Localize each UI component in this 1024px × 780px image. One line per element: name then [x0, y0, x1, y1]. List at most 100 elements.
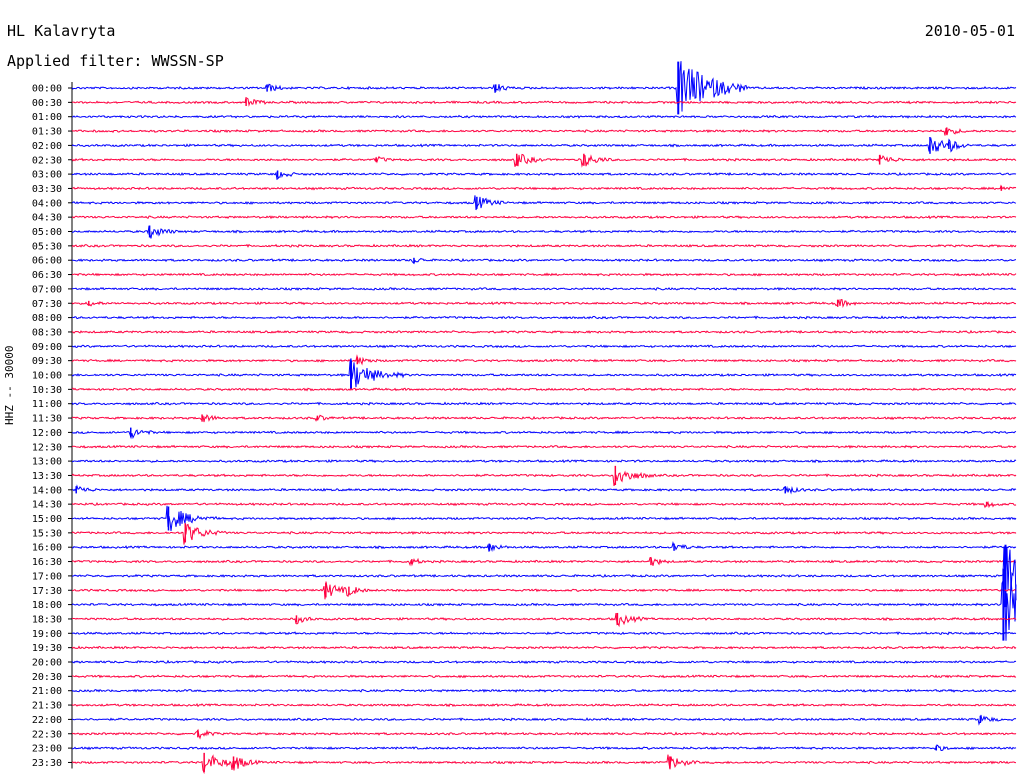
trace-0800 [71, 315, 1017, 320]
time-label: 02:00 [32, 141, 62, 152]
time-label: 12:30 [32, 442, 62, 453]
trace-0530 [71, 243, 1017, 248]
trace-0700 [71, 286, 1017, 291]
trace-2000 [71, 659, 1017, 665]
time-label: 11:00 [32, 399, 62, 410]
trace-1800 [71, 580, 1017, 641]
time-label: 03:00 [32, 170, 62, 181]
time-label: 17:00 [32, 571, 62, 582]
time-label: 21:30 [32, 701, 62, 712]
time-label: 13:30 [32, 471, 62, 482]
trace-0600 [71, 257, 1017, 265]
time-label: 21:00 [32, 686, 62, 697]
time-label: 20:30 [32, 672, 62, 683]
trace-0200 [71, 137, 1017, 153]
time-label: 04:30 [32, 213, 62, 224]
time-label: 13:00 [32, 457, 62, 468]
trace-1500 [71, 505, 1017, 532]
trace-2030 [71, 674, 1017, 679]
time-label: 06:30 [32, 270, 62, 281]
trace-1630 [71, 556, 1017, 567]
time-label: 09:00 [32, 342, 62, 353]
time-label: 01:00 [32, 112, 62, 123]
trace-2330 [71, 754, 1016, 775]
trace-1000 [71, 358, 1017, 388]
trace-1900 [71, 631, 1017, 636]
time-label: 06:00 [32, 256, 62, 267]
trace-1030 [71, 387, 1017, 392]
trace-1300 [71, 459, 1017, 464]
trace-0400 [71, 195, 1017, 211]
time-label: 11:30 [32, 414, 62, 425]
time-label: 05:00 [32, 227, 62, 238]
trace-1530 [71, 523, 1017, 545]
trace-0100 [71, 114, 1017, 119]
time-label: 22:00 [32, 715, 62, 726]
time-label: 10:30 [32, 385, 62, 396]
trace-0430 [71, 215, 1017, 220]
time-label: 18:00 [32, 600, 62, 611]
trace-1430 [71, 500, 1017, 509]
time-label: 15:30 [32, 528, 62, 539]
trace-0830 [71, 329, 1017, 334]
time-label: 23:00 [32, 744, 62, 755]
trace-2200 [71, 714, 1017, 726]
time-label: 14:00 [32, 485, 62, 496]
trace-0230 [71, 153, 1017, 168]
time-label: 02:30 [32, 155, 62, 166]
trace-0730 [71, 298, 1017, 308]
time-label: 22:30 [32, 729, 62, 740]
time-label: 20:00 [32, 658, 62, 669]
time-label: 18:30 [32, 614, 62, 625]
time-label: 09:30 [32, 356, 62, 367]
trace-1730 [71, 581, 1017, 600]
trace-1130 [71, 414, 1017, 423]
time-label: 00:30 [32, 98, 62, 109]
time-label: 01:30 [32, 127, 62, 138]
trace-0900 [71, 344, 1017, 349]
trace-1230 [71, 444, 1017, 449]
time-label: 00:00 [32, 84, 62, 95]
time-label: 04:00 [32, 198, 62, 209]
time-label: 17:30 [32, 586, 62, 597]
trace-2230 [71, 728, 1017, 740]
trace-1930 [71, 645, 1017, 650]
trace-2130 [71, 703, 1017, 708]
time-label: 19:30 [32, 643, 62, 654]
trace-1600 [71, 541, 1017, 552]
trace-1830 [71, 613, 1017, 628]
trace-2300 [71, 744, 1017, 752]
trace-0500 [72, 225, 1017, 239]
time-label: 08:00 [32, 313, 62, 324]
trace-1700 [71, 546, 1017, 601]
time-label: 07:00 [32, 284, 62, 295]
trace-0300 [71, 171, 1017, 181]
time-label: 15:00 [32, 514, 62, 525]
trace-0630 [71, 272, 1017, 277]
time-label: 16:30 [32, 557, 62, 568]
trace-1330 [71, 470, 1017, 487]
time-label: 16:00 [32, 543, 62, 554]
time-label: 14:30 [32, 500, 62, 511]
trace-0330 [71, 184, 1017, 191]
filter-label: Applied filter: WWSSN-SP [7, 52, 224, 70]
time-label: 03:30 [32, 184, 62, 195]
time-label: 12:00 [32, 428, 62, 439]
trace-1400 [71, 484, 1017, 495]
trace-1100 [71, 401, 1017, 406]
time-label: 19:00 [32, 629, 62, 640]
time-label: 05:30 [32, 241, 62, 252]
trace-0930 [71, 354, 1017, 366]
trace-0130 [71, 127, 1017, 136]
time-label: 08:30 [32, 327, 62, 338]
time-label: 07:30 [32, 299, 62, 310]
trace-2100 [71, 688, 1017, 693]
date-label: 2010-05-01 [924, 22, 1015, 40]
time-label: 10:00 [32, 371, 62, 382]
trace-1200 [71, 429, 1017, 440]
station-title: HL Kalavryta [7, 22, 116, 40]
trace-0000 [71, 61, 1017, 112]
trace-0030 [71, 96, 1017, 107]
time-label: 23:30 [32, 758, 62, 769]
